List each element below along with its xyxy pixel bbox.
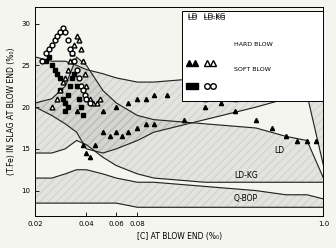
Y-axis label: (T.Fe) IN SLAG AT BLOW END (%₀): (T.Fe) IN SLAG AT BLOW END (%₀) bbox=[7, 48, 16, 175]
Text: LD-KG: LD-KG bbox=[234, 171, 258, 180]
Bar bbox=[182, 11, 332, 101]
Text: LD   LD-KG: LD LD-KG bbox=[185, 13, 222, 19]
Text: LD   LD-KG: LD LD-KG bbox=[188, 15, 225, 21]
Text: LD: LD bbox=[275, 146, 285, 155]
Text: Q-BOP: Q-BOP bbox=[234, 194, 258, 203]
X-axis label: [C] AT BLOW END (%₀): [C] AT BLOW END (%₀) bbox=[137, 232, 222, 241]
Text: HARD BLOW: HARD BLOW bbox=[234, 42, 273, 47]
Text: LD   LD-KG: LD LD-KG bbox=[188, 13, 225, 19]
Text: SOFT BLOW: SOFT BLOW bbox=[234, 67, 271, 72]
